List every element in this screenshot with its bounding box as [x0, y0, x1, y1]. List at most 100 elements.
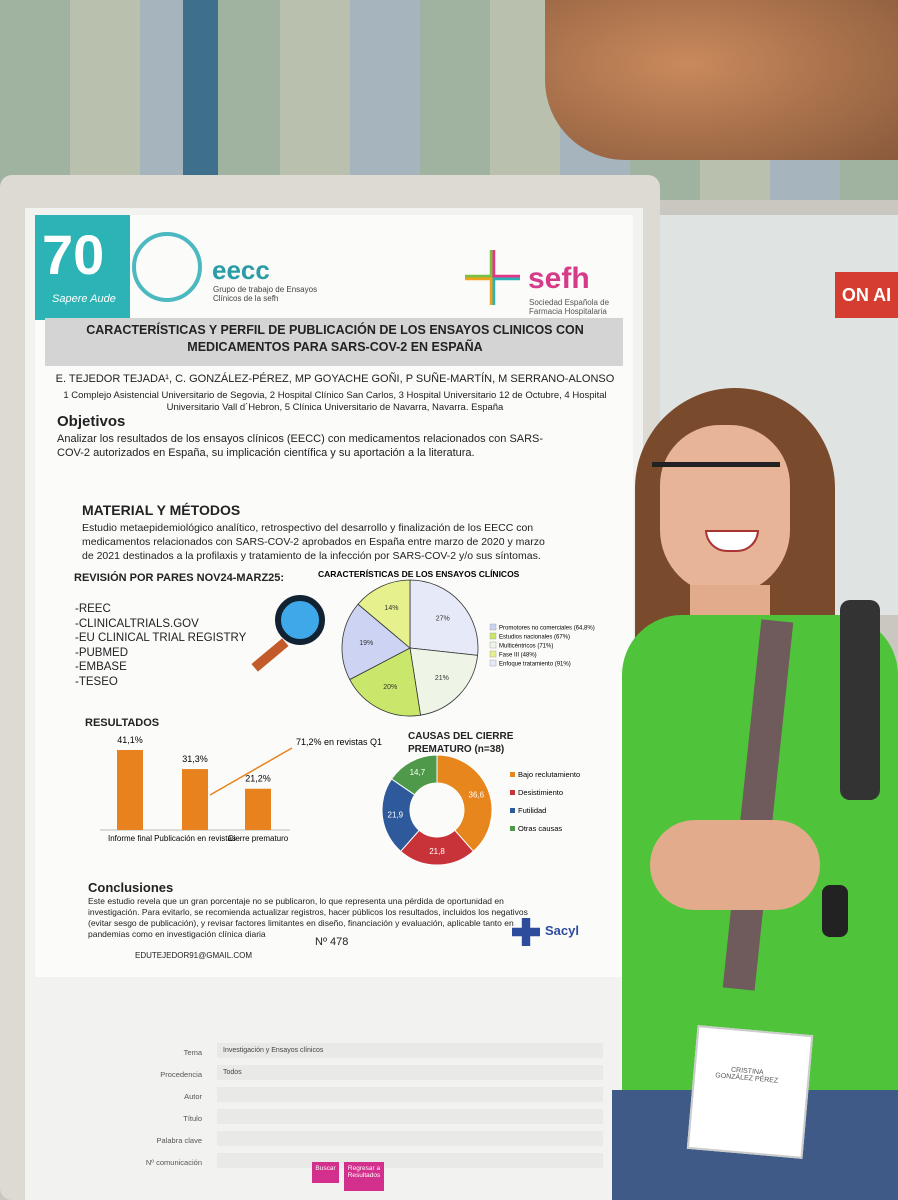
donut-value-label: 36,6	[469, 790, 485, 799]
donut-legend-swatch	[510, 772, 515, 777]
pie-value-label: 27%	[436, 615, 450, 622]
objetivos-text: Analizar los resultados de los ensayos c…	[57, 433, 544, 459]
bar-value-label: 21,2%	[245, 774, 271, 784]
pie-title: CARACTERÍSTICAS DE LOS ENSAYOS CLÍNICOS	[318, 569, 520, 579]
logo-70	[35, 215, 130, 320]
glasses	[652, 462, 780, 503]
motto: Sapere Aude	[52, 293, 116, 305]
pie-legend-swatch	[489, 641, 497, 649]
donut-value-label: 14,7	[410, 768, 426, 777]
form-field[interactable]: Todos	[217, 1065, 603, 1080]
bar	[245, 788, 271, 830]
conclusiones-heading: Conclusiones	[88, 880, 174, 895]
sign: ON AI	[835, 272, 898, 318]
form-button[interactable]: Buscar	[312, 1162, 339, 1183]
pie-value-label: 19%	[359, 640, 373, 647]
donut-title: CAUSAS DEL CIERRE PREMATURO (n=38)	[408, 731, 514, 755]
title-bar	[45, 318, 623, 366]
eecc: eecc	[212, 255, 270, 285]
pie-legend-label: Enfoque tratamiento (91%)	[499, 662, 571, 668]
metodos-text: Estudio metaepidemiológico analítico, re…	[82, 522, 545, 562]
pie-legend-label: Estudios nacionales (67%)	[499, 635, 570, 641]
bar-value-label: 31,3%	[182, 754, 208, 764]
bar-category-label: Cierre prematuro	[228, 834, 289, 843]
donut-legend-swatch	[510, 826, 515, 831]
pie-legend-label: Promotores no comerciales (64,8%)	[499, 626, 595, 632]
donut-slice	[390, 754, 438, 796]
donut-legend-swatch	[510, 808, 515, 813]
form-label: Nº comunicación	[145, 1158, 202, 1167]
donut-legend-swatch	[510, 790, 515, 795]
bar	[117, 750, 143, 830]
pie-slice	[357, 579, 411, 649]
conclusiones-text: Este estudio revela que un gran porcenta…	[88, 896, 528, 939]
pillar	[183, 0, 218, 175]
pie-slice	[409, 647, 479, 716]
form-label: Tema	[183, 1048, 202, 1057]
pie-legend-swatch	[489, 659, 497, 667]
form-field[interactable]	[217, 1087, 603, 1102]
watch	[822, 885, 848, 937]
eecc-sub: Grupo de trabajo de Ensayos Clínicos de …	[213, 285, 318, 303]
donut-legend-label: Otras causas	[518, 824, 562, 833]
pie-legend-swatch	[489, 623, 497, 631]
form-field[interactable]: Investigación y Ensayos clínicos	[217, 1043, 603, 1058]
sefh-sub: Sociedad Española de Farmacia Hospitalar…	[529, 298, 610, 316]
pie-legend-swatch	[489, 632, 497, 640]
form-button[interactable]: Regresar a Resultados	[344, 1162, 384, 1191]
donut-legend-label: Bajo reclutamiento	[518, 770, 580, 779]
objetivos-heading: Objetivos	[57, 413, 126, 430]
form-label: Procedencia	[160, 1070, 202, 1079]
bar-category-label: Publicación en revistas	[154, 834, 236, 843]
logo-70-text: 70	[42, 223, 105, 286]
form-label: Título	[183, 1114, 202, 1123]
pie-legend-label: Fase III (48%)	[499, 653, 537, 659]
hand	[650, 820, 820, 910]
duct	[545, 0, 898, 160]
form-field[interactable]	[217, 1109, 603, 1124]
revision-item: -PUBMED	[75, 646, 129, 659]
donut-slice	[436, 754, 493, 853]
metodos-heading: MATERIAL Y MÉTODOS	[82, 502, 241, 518]
eecc-logo	[132, 232, 202, 302]
form-label: Autor	[184, 1092, 202, 1101]
annotation-arrow	[209, 747, 293, 796]
search-form: Tema Investigación y Ensayos clínicos Proc…	[60, 1010, 603, 1200]
sacyl: Sacyl	[545, 923, 579, 938]
authors: E. TEJEDOR TEJADA¹, C. GONZÁLEZ-PÉREZ, M…	[55, 373, 615, 385]
bar-value-label: 41,1%	[117, 735, 143, 745]
title: CARACTERÍSTICAS Y PERFIL DE PUBLICACIÓN …	[86, 323, 584, 354]
pie-slice	[409, 579, 479, 656]
revision-list: -REEC -CLINICALTRIALS.GOV -EU CLINICAL TRI…	[75, 602, 246, 689]
bar-category-label: Informe final	[108, 834, 152, 843]
sefh: sefh	[528, 262, 590, 295]
donut-value-label: 21,8	[429, 847, 445, 856]
donut-value-label: 21,9	[388, 810, 404, 819]
face	[660, 425, 790, 595]
revision-item: -EMBASE	[75, 661, 127, 673]
poster-number: Nº 478	[315, 936, 349, 948]
bar-annotation: 71,2% en revistas Q1	[296, 737, 382, 747]
resultados-heading: RESULTADOS	[85, 717, 160, 729]
bar	[182, 769, 208, 830]
pie-slice	[341, 603, 411, 681]
revision-item: -REEC	[75, 603, 111, 615]
pie-value-label: 14%	[384, 605, 398, 612]
email: EDUTEJEDOR91@GMAIL.COM	[135, 951, 253, 960]
pie-value-label: 21%	[435, 675, 449, 682]
affiliations: 1 Complejo Asistencial Universitario de …	[63, 390, 607, 413]
revision-heading: REVISIÓN POR PARES NOV24-MARZ25:	[74, 572, 285, 584]
pie-slice	[349, 647, 421, 717]
pie-legend-label: Multicéntricos (71%)	[499, 644, 553, 650]
donut-legend-label: Desistimiento	[518, 788, 563, 797]
magnifier-icon	[275, 595, 325, 645]
pie-legend-swatch	[489, 650, 497, 658]
revision-item: -EU CLINICAL TRIAL REGISTRY	[75, 632, 247, 644]
donut-legend-label: Futilidad	[518, 806, 546, 815]
form-label: Palabra clave	[156, 1136, 202, 1145]
form-field[interactable]	[217, 1131, 603, 1146]
backpack-strap	[840, 600, 880, 800]
revision-item: -TESEO	[75, 675, 118, 688]
